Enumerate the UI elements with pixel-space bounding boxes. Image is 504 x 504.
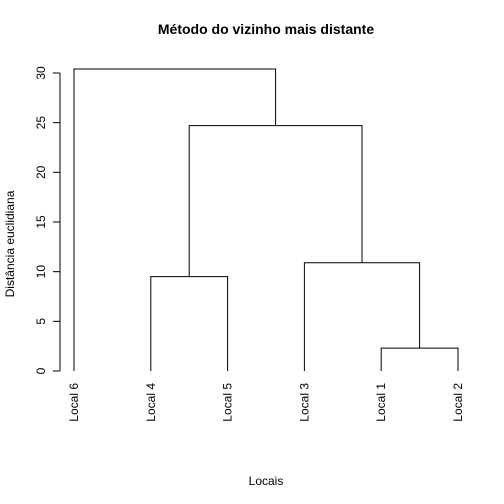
y-tick-label: 10 [34,265,48,279]
merge-branch [150,276,229,371]
leaf-label: Local 1 [374,383,388,422]
chart-title: Método do vizinho mais distante [158,21,374,37]
y-tick-label: 5 [34,318,48,325]
leaf-label: Local 2 [451,383,465,422]
merge-branch [303,262,421,371]
leaf-label: Local 3 [297,383,311,422]
merge-branch [380,347,459,371]
y-tick-label: 15 [34,215,48,229]
y-axis-label: Distância euclidiana [3,190,17,297]
leaf-label: Local 5 [221,383,235,422]
leaf-label: Local 6 [67,383,81,422]
y-axis: 0 5 10 15 20 25 30 [34,66,61,374]
leaf-label: Local 4 [144,383,158,422]
merge-branch [188,125,363,277]
y-tick-label: 20 [34,165,48,179]
y-tick-label: 30 [34,66,48,80]
y-tick-label: 25 [34,116,48,130]
merge-branch [73,68,277,371]
y-tick-label: 0 [34,367,48,374]
leaf-labels: Local 6 Local 4 Local 5 Local 3 Local 1 Local… [67,383,465,422]
x-axis-label: Locais [249,474,284,488]
dendrogram-branches [73,68,459,371]
